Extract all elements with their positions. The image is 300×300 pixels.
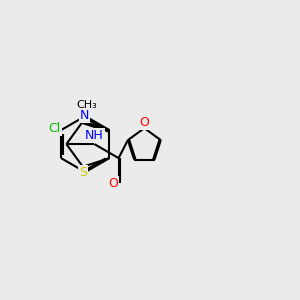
- Text: N: N: [80, 109, 89, 122]
- Text: S: S: [79, 166, 87, 179]
- Text: NH: NH: [85, 129, 104, 142]
- Text: Cl: Cl: [48, 122, 61, 135]
- Text: O: O: [108, 177, 118, 190]
- Text: O: O: [140, 116, 149, 129]
- Text: CH₃: CH₃: [76, 100, 97, 110]
